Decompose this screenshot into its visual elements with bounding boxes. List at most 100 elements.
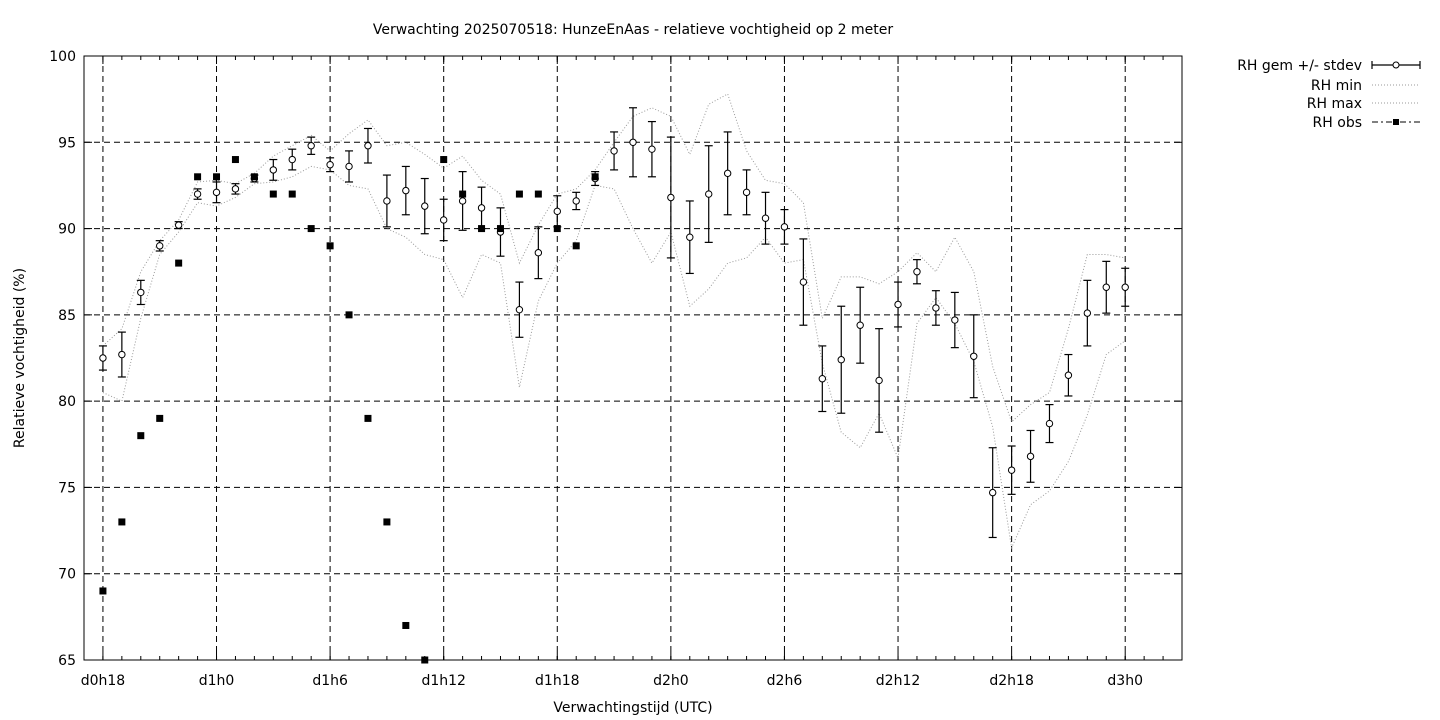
mean-marker bbox=[174, 221, 183, 229]
mean-marker bbox=[951, 316, 959, 324]
errorbar-point bbox=[742, 169, 751, 216]
errorbar-point bbox=[931, 290, 940, 326]
mean-marker bbox=[705, 190, 713, 198]
obs-marker bbox=[307, 225, 315, 233]
errorbar-point bbox=[136, 279, 145, 306]
obs-marker bbox=[383, 518, 391, 526]
errorbar-point bbox=[401, 165, 410, 216]
x-tick-label: d1h12 bbox=[421, 673, 465, 689]
errorbar-point bbox=[345, 150, 354, 183]
mean-marker bbox=[723, 169, 732, 178]
obs-marker bbox=[213, 173, 221, 181]
errorbar-point bbox=[231, 183, 240, 195]
obs-marker bbox=[515, 190, 523, 198]
x-tick-label: d1h0 bbox=[199, 673, 235, 689]
mean-marker bbox=[1083, 309, 1092, 317]
obs-marker bbox=[288, 190, 296, 198]
legend-label: RH obs bbox=[1313, 115, 1362, 131]
errorbar-point bbox=[439, 198, 448, 242]
errorbar-point bbox=[269, 158, 278, 181]
mean-marker bbox=[913, 268, 921, 276]
x-tick-label: d2h6 bbox=[767, 673, 803, 689]
mean-marker bbox=[780, 223, 789, 231]
obs-marker bbox=[345, 311, 353, 319]
legend-swatch-marker bbox=[1393, 119, 1399, 125]
mean-marker bbox=[988, 488, 997, 497]
mean-marker bbox=[818, 375, 827, 383]
mean-marker bbox=[364, 142, 372, 150]
y-axis-label: Relatieve vochtigheid (%) bbox=[12, 268, 28, 448]
legend-swatch-marker bbox=[1392, 61, 1400, 69]
obs-marker bbox=[591, 173, 599, 181]
legend-label: RH gem +/- stdev bbox=[1237, 58, 1362, 74]
errorbar-point bbox=[856, 286, 865, 364]
errorbar-point bbox=[761, 191, 770, 245]
y-tick-label: 65 bbox=[58, 653, 76, 669]
mean-marker bbox=[610, 147, 618, 155]
mean-marker bbox=[269, 166, 278, 174]
mean-marker bbox=[458, 197, 467, 205]
y-tick-label: 100 bbox=[49, 49, 76, 65]
y-tick-label: 80 bbox=[58, 394, 76, 410]
mean-marker bbox=[799, 278, 808, 286]
mean-marker bbox=[477, 204, 486, 212]
errorbar-point bbox=[666, 136, 675, 259]
errorbar-point bbox=[1121, 267, 1130, 307]
errorbar-point bbox=[1083, 279, 1092, 347]
mean-marker bbox=[1064, 371, 1073, 379]
x-tick-label: d2h0 bbox=[653, 673, 689, 689]
obs-marker bbox=[326, 242, 334, 250]
obs-marker bbox=[269, 190, 277, 198]
mean-marker bbox=[288, 155, 296, 164]
mean-marker bbox=[402, 186, 410, 195]
mean-marker bbox=[1102, 283, 1110, 291]
mean-marker bbox=[894, 300, 902, 309]
mean-marker bbox=[837, 356, 845, 364]
mean-marker bbox=[118, 350, 126, 359]
errorbar-point bbox=[363, 127, 372, 164]
errorbar-point bbox=[288, 148, 297, 171]
y-tick-label: 95 bbox=[58, 135, 76, 151]
mean-marker bbox=[875, 376, 883, 385]
mean-marker bbox=[193, 190, 202, 198]
errorbar-point bbox=[1026, 429, 1035, 483]
chart-title: Verwachting 2025070518: HunzeEnAas - rel… bbox=[373, 22, 894, 38]
obs-marker bbox=[118, 518, 126, 526]
mean-marker bbox=[307, 142, 315, 150]
mean-marker bbox=[137, 288, 145, 297]
errorbar-point bbox=[1102, 260, 1111, 314]
obs-marker bbox=[175, 259, 183, 267]
x-tick-label: d2h12 bbox=[876, 673, 920, 689]
legend-label: RH min bbox=[1311, 78, 1362, 94]
obs-marker bbox=[440, 156, 448, 164]
obs-marker bbox=[250, 173, 258, 181]
errorbar-point bbox=[572, 191, 581, 211]
errorbar-point bbox=[326, 157, 335, 173]
errorbar-point bbox=[647, 120, 656, 178]
x-tick-label: d3h0 bbox=[1107, 673, 1143, 689]
errorbar-point bbox=[515, 281, 524, 338]
mean-marker bbox=[1045, 419, 1054, 428]
obs-marker bbox=[553, 225, 561, 233]
obs-marker bbox=[459, 190, 467, 198]
mean-marker bbox=[761, 214, 770, 222]
errorbar-point bbox=[780, 208, 789, 245]
mean-marker bbox=[572, 197, 580, 205]
mean-marker bbox=[515, 305, 524, 314]
obs-marker bbox=[99, 587, 107, 595]
mean-marker bbox=[648, 145, 656, 153]
errorbar-point bbox=[685, 200, 694, 275]
errorbar-point bbox=[117, 331, 126, 378]
mean-marker bbox=[212, 188, 221, 197]
x-axis-label: Verwachtingstijd (UTC) bbox=[553, 700, 712, 716]
mean-marker bbox=[1026, 452, 1035, 461]
obs-marker bbox=[534, 190, 542, 198]
errorbar-point bbox=[988, 447, 997, 539]
y-tick-label: 90 bbox=[58, 222, 76, 238]
legend: RH gem +/- stdev RH min RH max RH obs bbox=[1237, 58, 1421, 131]
mean-marker bbox=[383, 197, 391, 205]
errorbar-point bbox=[969, 314, 978, 399]
mean-marker bbox=[1121, 283, 1129, 291]
mean-marker bbox=[667, 193, 675, 202]
